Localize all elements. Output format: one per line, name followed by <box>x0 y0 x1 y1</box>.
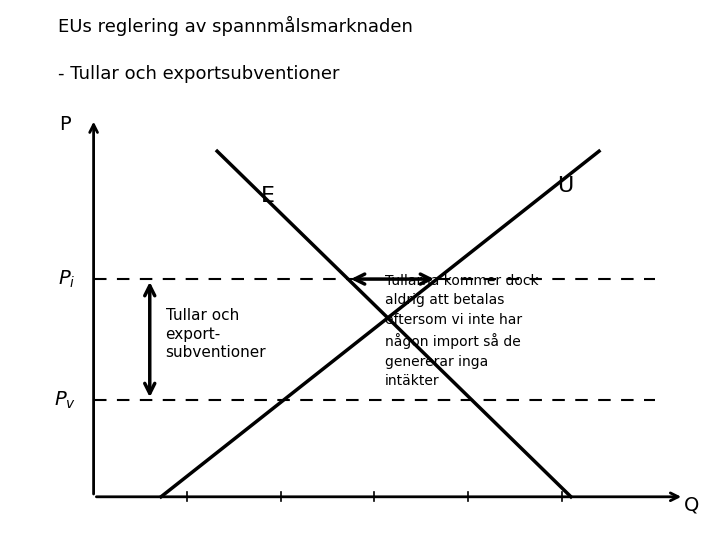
Text: Tullarna kommer dock
aldrig att betalas
eftersom vi inte har
någon import så de
: Tullarna kommer dock aldrig att betalas … <box>385 274 539 388</box>
Text: Tullar och
export-
subventioner: Tullar och export- subventioner <box>166 308 266 360</box>
Text: E: E <box>261 186 275 206</box>
Text: $P_i$: $P_i$ <box>58 268 76 290</box>
Text: $P_v$: $P_v$ <box>53 389 76 411</box>
Text: EUs reglering av spannmålsmarknaden: EUs reglering av spannmålsmarknaden <box>58 16 413 36</box>
Text: Q: Q <box>683 495 699 515</box>
Text: P: P <box>59 114 71 134</box>
Text: - Tullar och exportsubventioner: - Tullar och exportsubventioner <box>58 65 339 83</box>
Text: U: U <box>557 176 573 196</box>
